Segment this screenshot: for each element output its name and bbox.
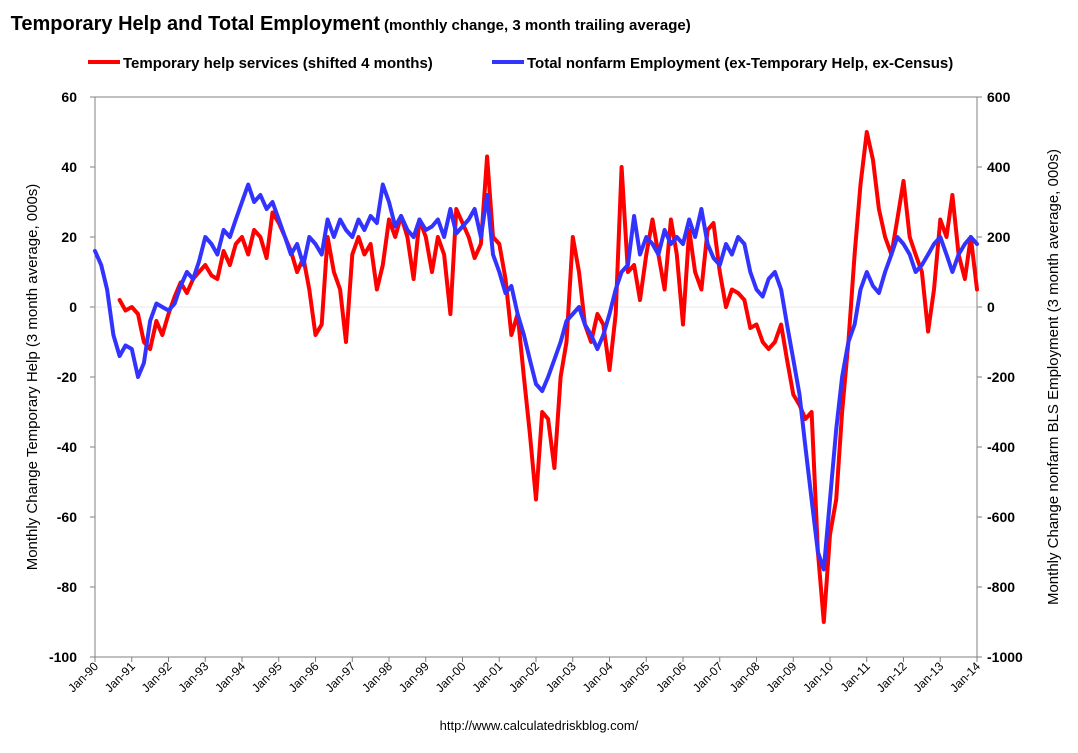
x-tick-label: Jan-08 bbox=[727, 659, 763, 695]
x-tick-label: Jan-03 bbox=[543, 659, 579, 695]
y-tick-label-left: 60 bbox=[61, 89, 77, 105]
x-tick-label: Jan-00 bbox=[433, 659, 469, 695]
x-tick-label: Jan-13 bbox=[911, 659, 947, 695]
y-tick-label-right: -200 bbox=[987, 369, 1015, 385]
source-credit: http://www.calculatedriskblog.com/ bbox=[440, 718, 639, 733]
y-axis-label-right: Monthly Change nonfarm BLS Employment (3… bbox=[1045, 149, 1062, 605]
x-tick-label: Jan-11 bbox=[838, 659, 873, 694]
y-tick-label-left: 0 bbox=[69, 299, 77, 315]
y-tick-label-left: 40 bbox=[61, 159, 77, 175]
x-tick-label: Jan-10 bbox=[800, 659, 836, 695]
x-tick-label: Jan-98 bbox=[359, 659, 395, 695]
series-line-temp-help bbox=[117, 130, 979, 624]
y-tick-label-right: 200 bbox=[987, 229, 1011, 245]
x-tick-label: Jan-91 bbox=[102, 659, 138, 695]
x-tick-label: Jan-97 bbox=[323, 659, 359, 695]
x-tick-label: Jan-02 bbox=[506, 659, 542, 695]
legend-label-temp-help: Temporary help services (shifted 4 month… bbox=[123, 55, 433, 72]
series-lines bbox=[93, 130, 979, 624]
legend-label-total-nonfarm: Total nonfarm Employment (ex-Temporary H… bbox=[527, 55, 953, 72]
y-tick-label-right: -800 bbox=[987, 579, 1015, 595]
y-ticks-left: 60 40 20 0 -20 -40 -60 -80 -100 bbox=[49, 89, 95, 665]
series-line-total-nonfarm bbox=[93, 182, 979, 572]
y-tick-label-left: -100 bbox=[49, 649, 77, 665]
y-tick-label-right: -600 bbox=[987, 509, 1015, 525]
x-tick-label: Jan-95 bbox=[249, 659, 285, 695]
x-tick-label: Jan-92 bbox=[139, 659, 175, 695]
x-tick-label: Jan-01 bbox=[470, 659, 506, 695]
y-tick-label-left: -40 bbox=[57, 439, 77, 455]
x-tick-label: Jan-04 bbox=[580, 659, 616, 695]
chart-title: Temporary Help and Total Employment bbox=[11, 13, 381, 35]
x-tick-label: Jan-05 bbox=[617, 659, 653, 695]
x-tick-label: Jan-12 bbox=[874, 659, 910, 695]
x-tick-label: Jan-94 bbox=[212, 659, 248, 695]
y-tick-label-left: -80 bbox=[57, 579, 77, 595]
y-tick-label-right: -1000 bbox=[987, 649, 1023, 665]
y-tick-label-right: 600 bbox=[987, 89, 1011, 105]
x-tick-label: Jan-14 bbox=[947, 659, 983, 695]
x-tick-label: Jan-99 bbox=[396, 659, 432, 695]
legend: Temporary help services (shifted 4 month… bbox=[88, 55, 953, 72]
y-tick-label-right: 400 bbox=[987, 159, 1011, 175]
y-axis-label-left: Monthly Change Temporary Help (3 month a… bbox=[24, 184, 41, 571]
x-tick-label: Jan-09 bbox=[764, 659, 800, 695]
chart-subtitle: (monthly change, 3 month trailing averag… bbox=[384, 17, 691, 34]
x-tick-label: Jan-07 bbox=[690, 659, 726, 695]
y-ticks-right: 600 400 200 0 -200 -400 -600 -800 -1000 bbox=[977, 89, 1023, 665]
y-tick-label-right: 0 bbox=[987, 299, 995, 315]
y-tick-label-right: -400 bbox=[987, 439, 1015, 455]
y-tick-label-left: -60 bbox=[57, 509, 77, 525]
y-tick-label-left: -20 bbox=[57, 369, 77, 385]
x-tick-label: Jan-96 bbox=[286, 659, 322, 695]
x-tick-label: Jan-06 bbox=[653, 659, 689, 695]
y-tick-label-left: 20 bbox=[61, 229, 77, 245]
x-tick-label: Jan-93 bbox=[176, 659, 212, 695]
x-ticks: Jan-90 Jan-91 Jan-92 Jan-93 Jan-94 Jan-95 Jan-… bbox=[65, 657, 983, 695]
